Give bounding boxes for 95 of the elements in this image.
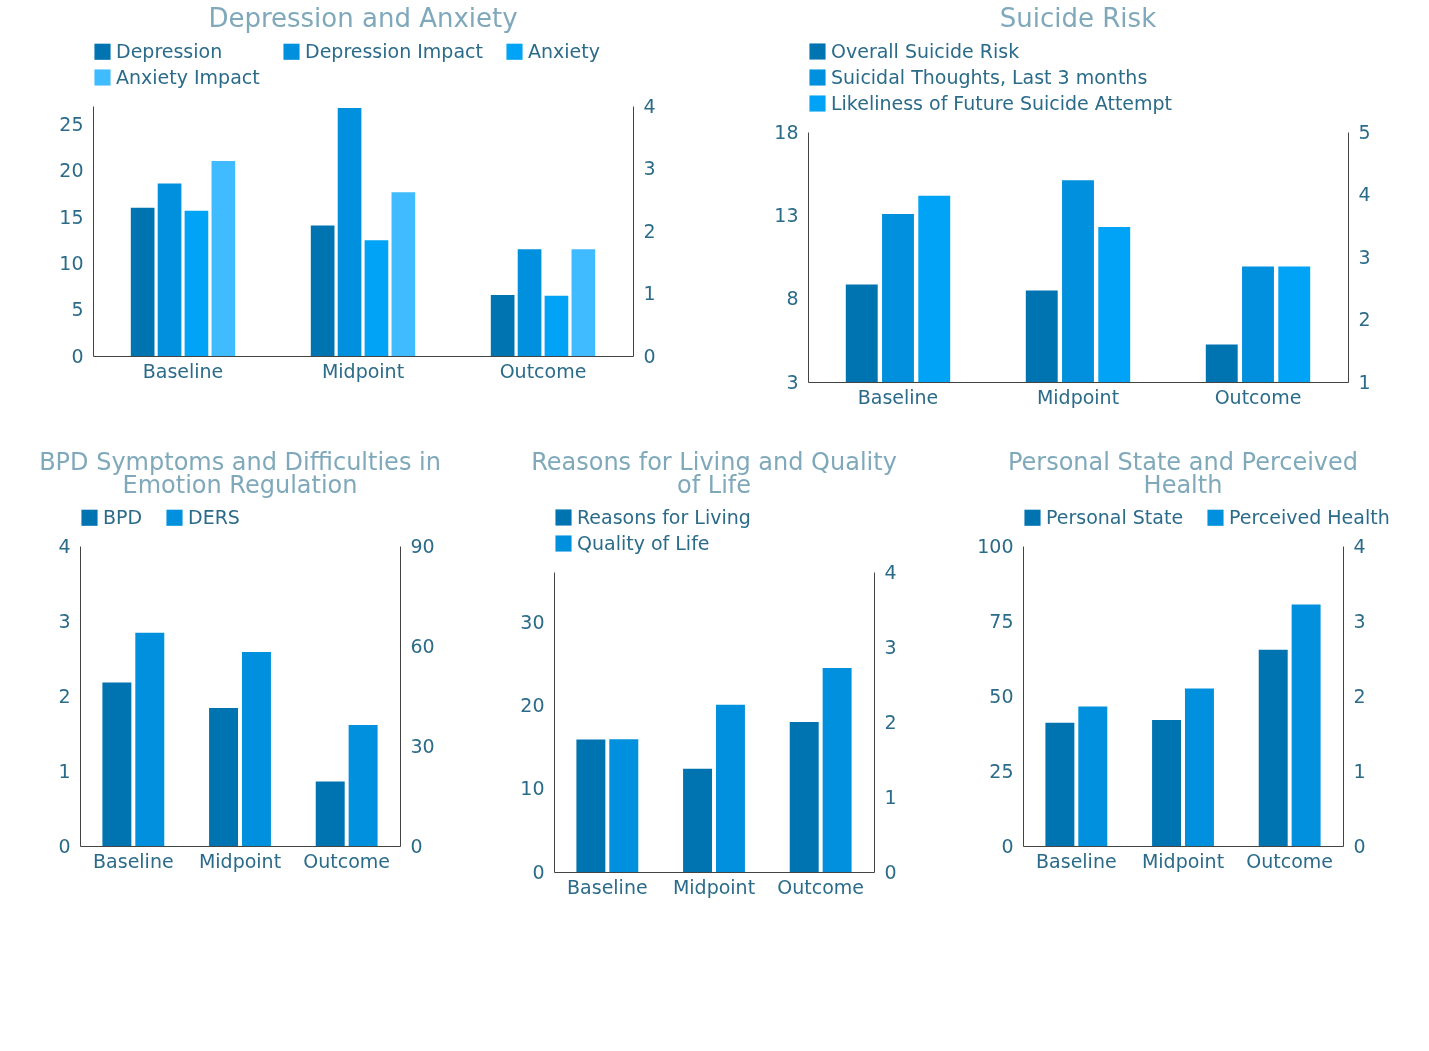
y2-tick-label: 1 (1353, 759, 1366, 782)
y-tick-label: 20 (520, 693, 545, 716)
chart-title: Depression and Anxiety (208, 3, 518, 33)
legend-label: Likeliness of Future Suicide Attempt (830, 91, 1172, 114)
x-tick-label: Outcome (303, 849, 391, 872)
bar (348, 725, 378, 846)
legend-label: Depression Impact (305, 39, 484, 62)
legend-label: Quality of Life (577, 531, 711, 554)
y2-tick-label: 3 (643, 157, 656, 179)
y-tick-label: 25 (989, 759, 1014, 782)
y-tick-label: 75 (989, 609, 1014, 632)
legend-label: Reasons for Living (577, 505, 752, 528)
y-tick-label: 1 (58, 759, 71, 782)
legend-label: Anxiety (528, 39, 601, 62)
legend-label: Depression (116, 39, 223, 62)
bar (576, 739, 606, 872)
legend-label: BPD (103, 505, 143, 528)
y2-tick-label: 4 (884, 560, 898, 583)
y-tick-label: 4 (58, 534, 71, 557)
y-tick-label: 10 (59, 251, 84, 274)
x-tick-label: Outcome (1214, 385, 1302, 408)
legend-label: Personal State (1045, 505, 1183, 528)
y2-tick-label: 2 (884, 710, 898, 733)
bar (823, 668, 853, 872)
x-tick-label: Baseline (857, 385, 939, 408)
y-tick-label: 0 (71, 344, 84, 367)
y2-tick-label: 0 (884, 860, 898, 883)
bar (315, 781, 345, 846)
y-tick-label: 3 (58, 609, 71, 632)
x-tick-label: Midpoint (1141, 849, 1224, 872)
bar (716, 704, 746, 872)
x-tick-label: Baseline (1035, 849, 1117, 872)
y2-tick-label: 1 (884, 785, 898, 808)
x-tick-label: Baseline (142, 359, 224, 382)
y2-tick-label: 2 (1353, 684, 1366, 707)
y-tick-label: 20 (59, 159, 84, 182)
x-tick-label: Midpoint (199, 849, 282, 872)
y-tick-label: 2 (58, 684, 71, 707)
y2-tick-label: 90 (410, 534, 435, 557)
chart-title: Suicide Risk (999, 3, 1156, 33)
x-tick-label: Outcome (499, 359, 587, 382)
chart-title: Reasons for Living and Quality of Life (531, 448, 898, 499)
y2-tick-label: 3 (1353, 609, 1366, 632)
x-tick-label: Midpoint (322, 359, 405, 382)
legend-label: Perceived Health (1228, 505, 1390, 528)
y2-tick-label: 1 (643, 282, 656, 304)
x-tick-label: Midpoint (1036, 385, 1119, 408)
y-tick-label: 10 (520, 777, 545, 800)
y2-tick-label: 0 (410, 834, 423, 857)
legend-label: DERS (188, 505, 241, 528)
y2-tick-label: 3 (1358, 245, 1371, 268)
bar (242, 652, 272, 846)
y-tick-label: 50 (989, 684, 1014, 707)
y2-tick-label: 2 (643, 219, 656, 242)
y2-tick-label: 4 (1353, 534, 1366, 557)
y-tick-label: 0 (1001, 834, 1014, 857)
y2-tick-label: 0 (1353, 834, 1366, 857)
y-tick-label: 8 (786, 287, 799, 310)
x-tick-label: Baseline (93, 849, 174, 872)
y2-tick-label: 4 (643, 94, 656, 117)
y-tick-label: 13 (774, 203, 799, 226)
x-tick-label: Midpoint (673, 875, 756, 898)
y2-tick-label: 3 (884, 635, 898, 658)
bar (1045, 722, 1075, 846)
y-tick-label: 15 (59, 205, 84, 228)
bar (1151, 720, 1181, 846)
x-tick-label: Outcome (1246, 849, 1333, 872)
legend-label: Anxiety Impact (116, 65, 260, 88)
y2-tick-label: 0 (643, 344, 656, 367)
y2-tick-label: 30 (410, 734, 435, 757)
y2-tick-label: 2 (1358, 308, 1371, 330)
y2-tick-label: 5 (1358, 120, 1371, 143)
y-tick-label: 18 (774, 120, 799, 143)
bar (1078, 706, 1108, 846)
y-tick-label: 100 (977, 534, 1014, 557)
legend-label: Suicidal Thoughts, Last 3 months (830, 65, 1148, 88)
y2-tick-label: 4 (1358, 183, 1371, 205)
x-tick-label: Outcome (777, 875, 865, 898)
x-tick-label: Baseline (567, 875, 649, 898)
legend-label: Overall Suicide Risk (830, 39, 1019, 62)
y-tick-label: 5 (71, 298, 84, 321)
bar (102, 682, 132, 846)
chart-title: Personal State and Perceived Health (1007, 448, 1358, 499)
bar (609, 739, 639, 872)
y2-tick-label: 60 (410, 634, 435, 657)
y-tick-label: 30 (520, 610, 545, 633)
bar (135, 632, 165, 846)
y-tick-label: 0 (58, 834, 71, 857)
bar (1291, 604, 1321, 846)
y-tick-label: 0 (532, 860, 545, 883)
y2-tick-label: 1 (1358, 370, 1371, 393)
chart-title: BPD Symptoms and Difficulties in Emotion Regulation (39, 448, 442, 499)
bar (1258, 649, 1288, 846)
y-tick-label: 25 (59, 113, 84, 136)
y-tick-label: 3 (786, 370, 799, 393)
